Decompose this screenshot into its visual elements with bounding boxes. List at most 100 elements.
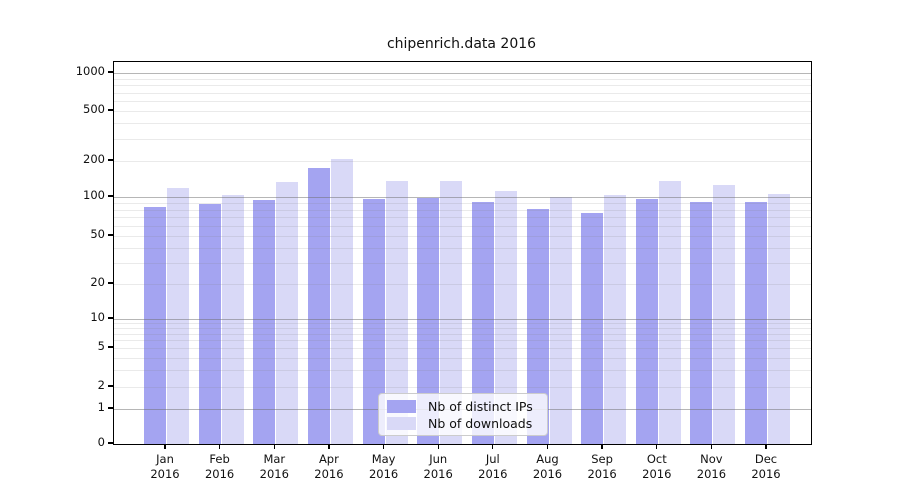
y-tick-label-2: 2 bbox=[97, 378, 105, 392]
x-tick-label-jun: Jun 2016 bbox=[408, 452, 468, 482]
y-tick-label-200: 200 bbox=[83, 152, 105, 166]
x-tick-label-aug: Aug 2016 bbox=[518, 452, 578, 482]
bar-distinct-ips-jan bbox=[144, 206, 166, 444]
y-tick-100 bbox=[108, 195, 113, 197]
bar-downloads-aug bbox=[549, 196, 572, 444]
y-tick-label-0: 0 bbox=[97, 435, 105, 449]
bar-downloads-jan bbox=[167, 187, 189, 444]
x-tick-year-mar: 2016 bbox=[259, 467, 289, 481]
plot-area: Nb of distinct IPs Nb of downloads bbox=[113, 61, 812, 445]
x-tick-label-mar: Mar 2016 bbox=[244, 452, 304, 482]
bar-distinct-ips-dec bbox=[745, 201, 767, 444]
x-tick-label-apr: Apr 2016 bbox=[299, 452, 359, 482]
x-tick-label-oct: Oct 2016 bbox=[627, 452, 687, 482]
y-tick-label-500: 500 bbox=[83, 102, 105, 116]
y-tick-500 bbox=[108, 109, 113, 111]
x-tick-may bbox=[382, 444, 385, 450]
gridline-3 bbox=[114, 369, 811, 371]
y-tick-50 bbox=[108, 234, 113, 236]
gridline-1000 bbox=[114, 73, 811, 74]
x-tick-year-jun: 2016 bbox=[423, 467, 453, 481]
bar-distinct-ips-apr bbox=[307, 167, 330, 444]
y-tick-label-100: 100 bbox=[83, 188, 105, 202]
bar-distinct-ips-aug bbox=[526, 208, 549, 444]
y-tick-10 bbox=[108, 317, 113, 319]
y-tick-2 bbox=[108, 385, 113, 387]
bar-distinct-ips-mar bbox=[253, 199, 276, 444]
bar-downloads-mar bbox=[276, 182, 299, 444]
x-tick-jul bbox=[492, 444, 494, 450]
y-tick-20 bbox=[108, 282, 113, 284]
gridline-600 bbox=[114, 101, 811, 102]
x-tick-jan bbox=[164, 444, 166, 450]
x-tick-feb bbox=[218, 444, 221, 450]
y-tick-label-5: 5 bbox=[97, 339, 105, 353]
legend-label-distinct-ips: Nb of distinct IPs bbox=[428, 399, 533, 414]
y-tick-200 bbox=[108, 159, 113, 161]
gridline-2 bbox=[114, 387, 811, 388]
x-tick-label-nov: Nov 2016 bbox=[681, 452, 741, 482]
x-tick-mar bbox=[273, 444, 275, 450]
y-tick-5 bbox=[108, 346, 113, 348]
gridline-90 bbox=[114, 202, 811, 204]
bar-distinct-ips-jul bbox=[471, 201, 494, 444]
bar-distinct-ips-nov bbox=[690, 201, 713, 444]
x-tick-year-jul: 2016 bbox=[478, 467, 508, 481]
x-tick-year-may: 2016 bbox=[368, 467, 399, 481]
gridline-60 bbox=[114, 225, 811, 227]
x-tick-year-nov: 2016 bbox=[696, 467, 727, 481]
bar-distinct-ips-oct bbox=[635, 198, 658, 444]
legend: Nb of distinct IPs Nb of downloads bbox=[378, 393, 548, 436]
y-tick-label-1000: 1000 bbox=[75, 64, 105, 78]
gridline-7 bbox=[114, 333, 811, 335]
bar-downloads-jul bbox=[494, 190, 517, 444]
x-tick-aug bbox=[546, 444, 549, 450]
gridline-80 bbox=[114, 209, 811, 211]
x-tick-label-may: May 2016 bbox=[354, 452, 414, 482]
x-tick-sep bbox=[601, 444, 603, 450]
y-tick-1 bbox=[108, 407, 113, 409]
gridline-100 bbox=[114, 197, 811, 198]
y-tick-1000 bbox=[108, 71, 113, 73]
x-tick-year-feb: 2016 bbox=[204, 467, 235, 481]
x-tick-year-apr: 2016 bbox=[314, 467, 344, 481]
gridline-8 bbox=[114, 328, 811, 330]
bar-downloads-apr bbox=[330, 159, 353, 444]
bar-distinct-ips-jun bbox=[417, 198, 440, 444]
bar-downloads-oct bbox=[658, 181, 681, 444]
y-tick-label-10: 10 bbox=[90, 310, 105, 324]
gridline-10 bbox=[114, 319, 811, 320]
y-tick-label-20: 20 bbox=[90, 275, 105, 289]
legend-swatch-distinct-ips-icon bbox=[387, 400, 416, 413]
chart-title: chipenrich.data 2016 bbox=[386, 36, 537, 52]
x-tick-dec bbox=[765, 444, 767, 450]
legend-swatch-downloads-icon bbox=[387, 417, 416, 430]
x-tick-year-aug: 2016 bbox=[532, 467, 563, 481]
y-tick-0 bbox=[108, 442, 113, 444]
bar-distinct-ips-may bbox=[362, 199, 385, 444]
legend-item-downloads: Nb of downloads bbox=[387, 416, 539, 431]
x-tick-oct bbox=[656, 444, 658, 450]
legend-item-distinct-ips: Nb of distinct IPs bbox=[387, 399, 539, 414]
x-tick-label-feb: Feb 2016 bbox=[190, 452, 250, 482]
x-tick-year-oct: 2016 bbox=[642, 467, 672, 481]
gridline-50 bbox=[114, 236, 811, 237]
gridline-800 bbox=[114, 85, 811, 87]
x-tick-label-jul: Jul 2016 bbox=[463, 452, 523, 482]
bar-distinct-ips-feb bbox=[198, 203, 221, 444]
bar-downloads-nov bbox=[713, 184, 736, 444]
gridline-700 bbox=[114, 92, 811, 94]
gridline-900 bbox=[114, 78, 811, 80]
x-tick-nov bbox=[710, 444, 713, 450]
gridline-400 bbox=[114, 123, 811, 125]
x-tick-label-sep: Sep 2016 bbox=[572, 452, 632, 482]
gridline-70 bbox=[114, 217, 811, 219]
bar-downloads-may bbox=[385, 181, 408, 444]
x-tick-label-jan: Jan 2016 bbox=[135, 452, 195, 482]
bar-distinct-ips-sep bbox=[581, 213, 604, 444]
gridline-500 bbox=[114, 111, 811, 112]
x-tick-year-jan: 2016 bbox=[150, 467, 180, 481]
x-tick-label-dec: Dec 2016 bbox=[736, 452, 796, 482]
gridline-300 bbox=[114, 138, 811, 140]
